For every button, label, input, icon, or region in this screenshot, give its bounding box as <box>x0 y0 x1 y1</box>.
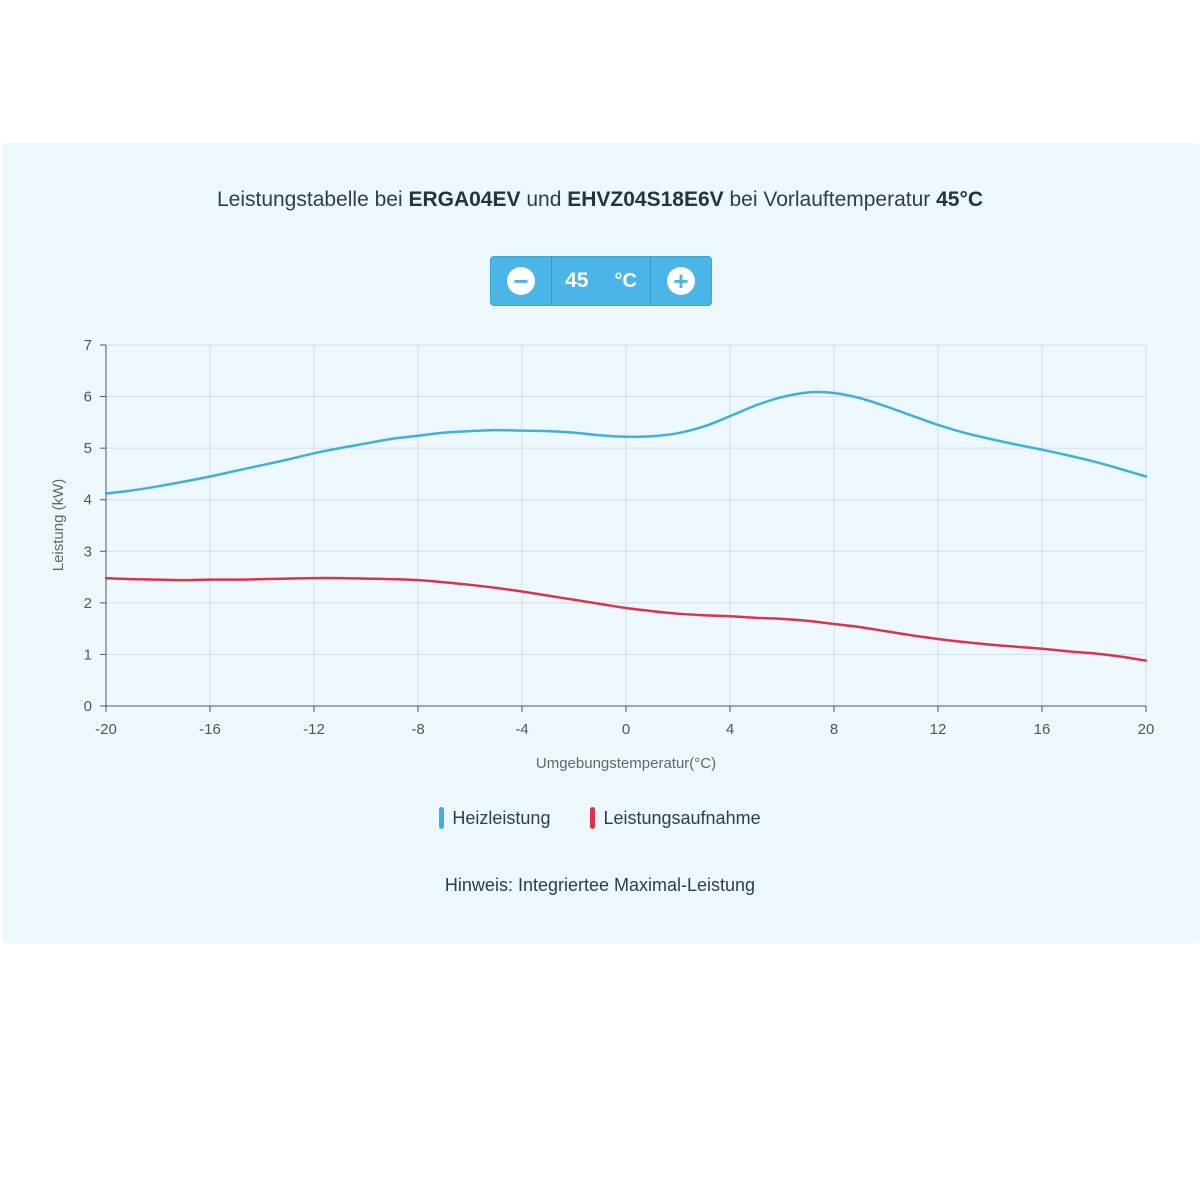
x-axis-label: Umgebungstemperatur(°C) <box>536 755 716 772</box>
x-tick-label: 16 <box>1034 721 1051 738</box>
y-tick-label: 6 <box>84 389 92 406</box>
minus-circle-icon: − <box>507 267 535 295</box>
x-tick-label: 12 <box>930 721 947 738</box>
note-text: Hinweis: Integriertee Maximal-Leistung <box>444 875 756 895</box>
x-tick-label: -4 <box>515 721 528 738</box>
series <box>104 390 1148 662</box>
x-tick-label: -12 <box>303 721 325 738</box>
x-tick-label: 0 <box>622 721 630 738</box>
chart-title: Leistungstabelle bei ERGA04EV und EHVZ04… <box>216 188 984 211</box>
decrease-button[interactable]: − <box>491 257 551 305</box>
y-tick-label: 0 <box>84 698 92 715</box>
legend: Heizleistung Leistungsaufnahme <box>0 807 1200 829</box>
y-tick-label: 7 <box>84 337 92 354</box>
temperature-value: 45 <box>565 269 589 292</box>
legend-item-leistungsaufnahme[interactable]: Leistungsaufnahme <box>590 807 761 829</box>
plus-circle-icon: + <box>667 267 695 295</box>
legend-swatch-leistungsaufnahme <box>590 807 596 829</box>
increase-button[interactable]: + <box>651 257 711 305</box>
x-tick-label: 4 <box>726 721 734 738</box>
legend-item-heizleistung[interactable]: Heizleistung <box>439 807 550 829</box>
x-tick-label: 20 <box>1138 721 1155 738</box>
y-tick-label: 2 <box>84 595 92 612</box>
temperature-unit: °C <box>614 269 637 292</box>
series-line-heizleistung <box>104 390 1148 495</box>
x-tick-label: -8 <box>411 721 424 738</box>
series-line-leistungsaufnahme <box>104 576 1148 662</box>
y-tick-label: 4 <box>84 492 92 509</box>
temperature-stepper: − 45 °C + <box>490 256 712 306</box>
y-tick-label: 5 <box>84 440 92 457</box>
x-tick-label: 8 <box>830 721 838 738</box>
y-axis-label: Leistung (kW) <box>50 479 67 572</box>
y-tick-label: 3 <box>84 543 92 560</box>
x-tick-label: -20 <box>95 721 117 738</box>
legend-swatch-heizleistung <box>439 807 445 829</box>
legend-label-leistungsaufnahme: Leistungsaufnahme <box>603 807 761 828</box>
grid <box>105 344 1147 707</box>
x-tick-label: -16 <box>199 721 221 738</box>
legend-label-heizleistung: Heizleistung <box>452 807 551 828</box>
y-tick-label: 1 <box>84 646 92 663</box>
temperature-display: 45 °C <box>551 257 651 305</box>
